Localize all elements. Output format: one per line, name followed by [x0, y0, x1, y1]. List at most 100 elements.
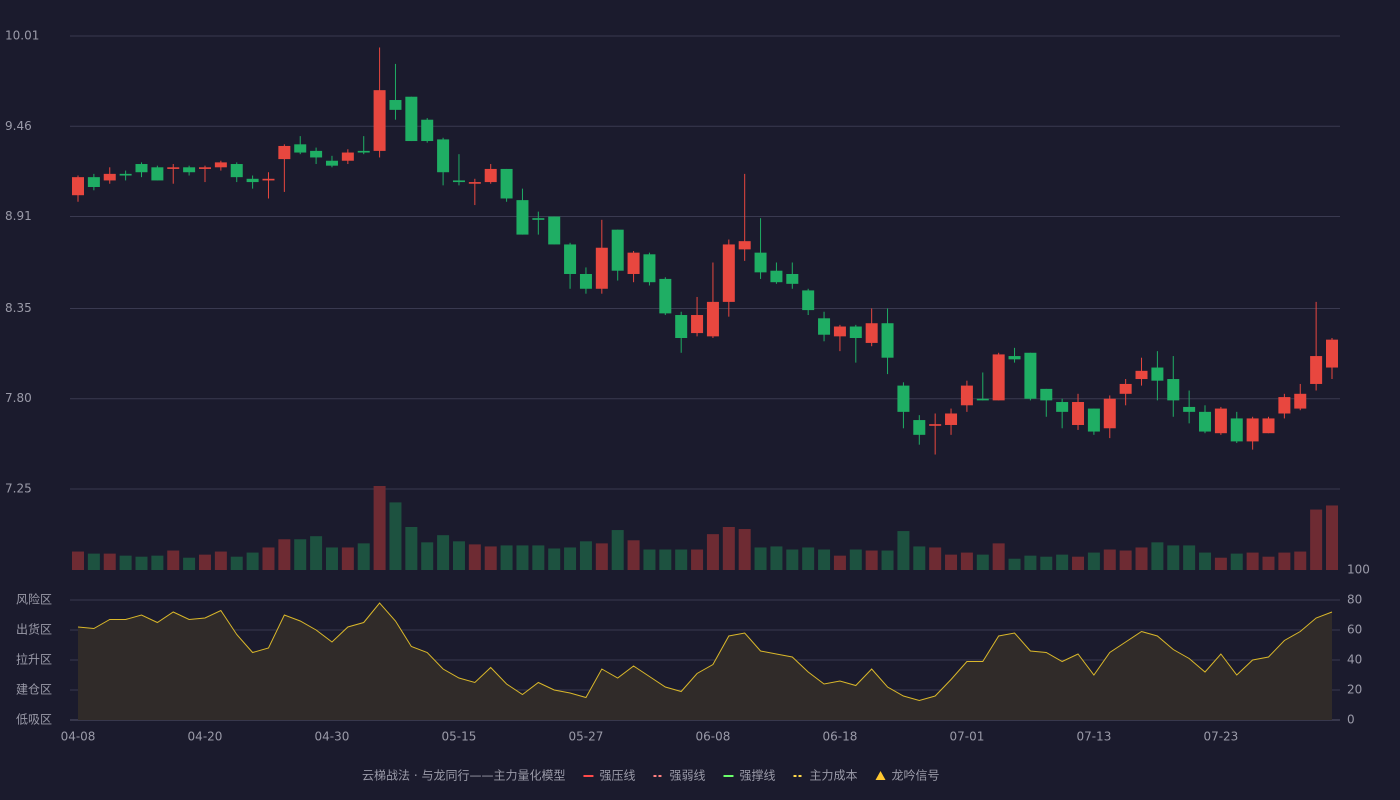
volume-bar — [1294, 551, 1307, 570]
volume-bar — [183, 557, 196, 570]
x-tick-label: 04-08 — [61, 730, 96, 744]
candle-body — [818, 318, 831, 335]
candle-body — [691, 315, 704, 334]
volume-bar — [1024, 555, 1037, 570]
volume-bar — [437, 535, 450, 570]
candle-body — [611, 229, 624, 271]
y2-tick-label: 80 — [1347, 593, 1362, 607]
candle-body — [310, 150, 323, 158]
volume-bar — [722, 526, 735, 570]
volume-bar — [1310, 509, 1323, 570]
volume-bar — [1040, 556, 1053, 570]
candle-body — [865, 323, 878, 343]
candle-body — [1326, 339, 1338, 368]
volume-bar — [357, 543, 370, 570]
volume-bar — [1278, 552, 1291, 570]
volume-bar — [611, 530, 624, 570]
candle-body — [214, 162, 227, 168]
candle-body — [929, 424, 942, 426]
volume-bar — [691, 549, 704, 570]
volume-bar — [389, 502, 402, 570]
volume-bar — [1262, 556, 1275, 570]
candle-body — [913, 420, 926, 435]
candle-body — [103, 173, 116, 181]
candle-body — [786, 273, 799, 284]
candle-body — [770, 270, 783, 283]
volume-bar — [1087, 552, 1100, 570]
x-tick-label: 07-13 — [1076, 730, 1111, 744]
volume-bar — [246, 552, 259, 570]
candle-body — [246, 178, 259, 183]
volume-bar — [754, 547, 767, 570]
volume-bar — [278, 539, 291, 570]
candle-body — [532, 218, 545, 220]
volume-bar — [945, 554, 958, 570]
volume-bar — [913, 546, 926, 570]
candle-body — [1230, 418, 1243, 442]
volume-bar — [548, 548, 561, 570]
volume-bar — [992, 543, 1005, 570]
candle-body — [802, 290, 815, 311]
legend-item: 龙吟信号 — [875, 768, 940, 783]
y2-tick-label: 20 — [1347, 683, 1362, 697]
volume-bar — [1119, 550, 1132, 570]
volume-bar — [1167, 545, 1180, 570]
candle-body — [452, 180, 465, 183]
zone-label: 低吸区 — [16, 713, 52, 727]
y-tick-label: 7.80 — [5, 391, 32, 405]
candle-body — [357, 150, 370, 153]
x-tick-label: 04-30 — [315, 730, 350, 744]
legend-label: 主力成本 — [810, 769, 858, 783]
candle-body — [183, 167, 196, 173]
candle-body — [1008, 356, 1021, 360]
volume-bar — [706, 534, 719, 570]
candle-body — [1135, 370, 1148, 380]
volume-bar — [1199, 552, 1212, 570]
volume-bar — [865, 550, 878, 570]
candle-body — [500, 168, 513, 199]
volume-bar — [579, 541, 592, 570]
candle-body — [119, 173, 132, 176]
x-tick-label: 07-23 — [1203, 730, 1238, 744]
volume-bar — [167, 550, 180, 570]
legend-item: 主力成本 — [793, 769, 858, 783]
volume-bar — [595, 543, 608, 570]
candle-body — [722, 244, 735, 302]
candle-body — [1040, 388, 1053, 401]
volume-bar — [564, 547, 577, 570]
volume-bar — [1230, 553, 1243, 570]
candle-body — [738, 241, 751, 250]
candle-body — [1056, 402, 1069, 412]
candle-body — [230, 164, 243, 178]
candle-body — [87, 177, 100, 187]
candle-body — [659, 278, 672, 314]
candle-body — [1310, 356, 1323, 384]
candle-body — [945, 413, 958, 425]
volume-bar — [294, 539, 307, 570]
volume-bar — [1103, 549, 1116, 570]
volume-bar — [405, 526, 418, 570]
legend-item: 强压线 — [583, 769, 635, 783]
legend-label: 强弱线 — [669, 769, 705, 783]
candle-body — [1246, 418, 1259, 442]
candle-body — [262, 178, 275, 181]
candle-body — [1119, 383, 1132, 394]
candle-body — [579, 273, 592, 289]
candle-body — [278, 145, 291, 160]
volume-bar — [214, 551, 227, 570]
volume-bar — [802, 547, 815, 570]
legend-label: 强压线 — [599, 769, 635, 783]
candle-body — [595, 247, 608, 289]
candle-body — [484, 168, 497, 183]
volume-bar — [452, 541, 465, 570]
candle-body — [881, 323, 894, 358]
x-tick-label: 05-15 — [442, 730, 477, 744]
candle-body — [833, 326, 846, 337]
zone-label: 建仓区 — [16, 683, 52, 697]
candle-body — [405, 96, 418, 142]
volume-bar — [897, 531, 910, 570]
volume-bar — [87, 553, 100, 570]
legend-label: 龙吟信号 — [892, 768, 940, 783]
candle-body — [341, 152, 354, 161]
candle-body — [151, 167, 164, 181]
